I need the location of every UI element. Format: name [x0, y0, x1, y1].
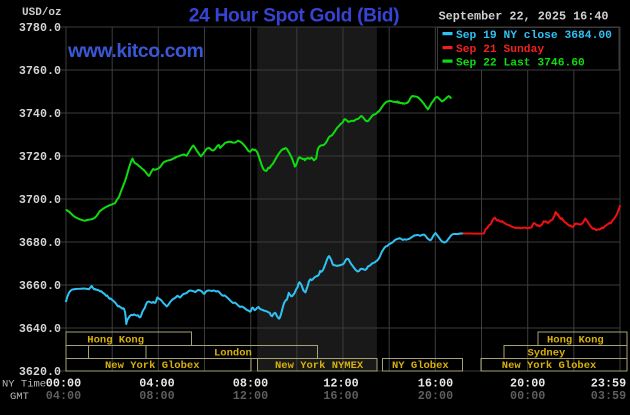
svg-text:00:00: 00:00: [510, 389, 545, 403]
svg-text:Sydney: Sydney: [528, 348, 567, 360]
svg-text:3660.0: 3660.0: [19, 279, 61, 293]
svg-text:16:00: 16:00: [323, 389, 358, 403]
svg-text:3700.0: 3700.0: [19, 193, 61, 207]
svg-text:www.kitco.com: www.kitco.com: [67, 40, 203, 62]
svg-text:3640.0: 3640.0: [19, 322, 61, 336]
svg-text:New York NYMEX: New York NYMEX: [275, 360, 364, 372]
svg-text:3740.0: 3740.0: [19, 107, 61, 121]
svg-text:23:59: 23:59: [591, 377, 626, 391]
svg-text:00:00: 00:00: [46, 377, 81, 391]
svg-text:3720.0: 3720.0: [19, 150, 61, 164]
svg-text:September 22, 2025 16:40: September 22, 2025 16:40: [439, 10, 609, 24]
svg-text:04:00: 04:00: [139, 377, 174, 391]
svg-text:London: London: [214, 348, 252, 360]
svg-text:3780.0: 3780.0: [19, 21, 61, 35]
svg-text:20:00: 20:00: [510, 377, 545, 391]
svg-text:3680.0: 3680.0: [19, 236, 61, 250]
svg-text:08:00: 08:00: [233, 377, 268, 391]
svg-text:Sep 21 Sunday: Sep 21 Sunday: [456, 44, 544, 56]
svg-text:Sep 19 NY close 3684.00: Sep 19 NY close 3684.00: [456, 30, 612, 42]
svg-text:NY Time: NY Time: [2, 379, 46, 391]
svg-text:12:00: 12:00: [323, 377, 358, 391]
svg-text:12:00: 12:00: [233, 389, 268, 403]
svg-text:New York Globex: New York Globex: [105, 360, 200, 372]
svg-text:Hong Kong: Hong Kong: [87, 335, 144, 347]
svg-text:New York Globex: New York Globex: [502, 360, 597, 372]
svg-text:03:59: 03:59: [591, 389, 626, 403]
svg-text:GMT: GMT: [10, 391, 29, 403]
svg-text:08:00: 08:00: [139, 389, 174, 403]
svg-text:04:00: 04:00: [46, 389, 81, 403]
svg-text:USD/oz: USD/oz: [22, 7, 62, 19]
svg-text:NY Globex: NY Globex: [392, 360, 449, 372]
svg-text:16:00: 16:00: [418, 377, 453, 391]
svg-text:3760.0: 3760.0: [19, 64, 61, 78]
svg-text:Hong Kong: Hong Kong: [547, 335, 604, 347]
svg-text:3620.0: 3620.0: [19, 365, 61, 379]
svg-text:Sep 22 Last 3746.60: Sep 22 Last 3746.60: [456, 58, 585, 70]
svg-text:20:00: 20:00: [418, 389, 453, 403]
svg-text:24 Hour Spot Gold (Bid): 24 Hour Spot Gold (Bid): [189, 6, 400, 27]
